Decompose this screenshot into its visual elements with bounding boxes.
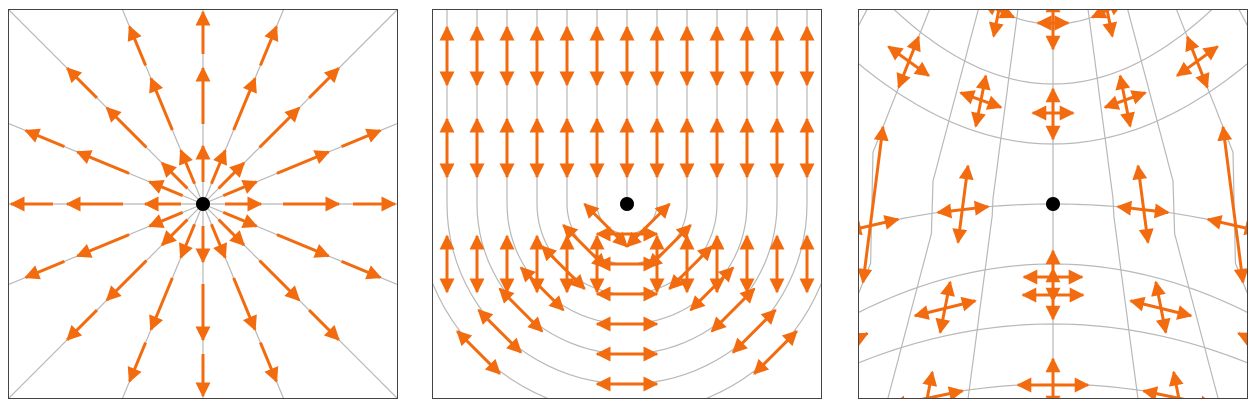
- panel-frame: [8, 9, 398, 399]
- radial-field-diagram: [8, 9, 398, 399]
- diagram-content: [8, 9, 398, 399]
- radial-arrow: [222, 180, 258, 197]
- cross-arrow-v: [988, 9, 1009, 38]
- grid-curve: [887, 9, 980, 399]
- cross-arrow-v: [858, 125, 889, 284]
- radial-arrow: [105, 106, 148, 149]
- diagram-content: [432, 9, 822, 399]
- radial-arrow: [232, 277, 257, 332]
- cross-arrow-v: [1097, 9, 1118, 38]
- grid-curve: [858, 323, 1248, 364]
- tangent-double-arrow: [753, 330, 798, 375]
- radial-arrow: [179, 149, 196, 185]
- grid-curve: [1087, 9, 1139, 399]
- curvilinear-grid-diagram: [858, 9, 1248, 399]
- cross-arrow-u: [858, 331, 869, 364]
- radial-arrow: [210, 149, 227, 185]
- cross-arrow-v: [1151, 280, 1171, 334]
- u-shaped-field-diagram: [432, 9, 822, 399]
- center-point: [196, 197, 210, 211]
- cross-arrow-v: [1185, 35, 1210, 89]
- cross-arrow-v: [971, 74, 991, 128]
- radial-arrow: [149, 76, 174, 131]
- grid-curve: [858, 9, 868, 28]
- radial-arrow: [105, 259, 148, 302]
- center-point: [1046, 197, 1060, 211]
- tangent-double-arrow: [562, 224, 607, 269]
- grid-curve: [1238, 9, 1248, 28]
- cross-arrow-v: [1168, 370, 1189, 399]
- field-curve: [432, 280, 822, 399]
- panel-frame: [432, 9, 822, 399]
- tangent-double-arrow: [689, 266, 735, 312]
- cross-arrow-u: [858, 215, 900, 236]
- grid-curve: [1126, 9, 1219, 399]
- cross-arrow-v: [935, 280, 955, 334]
- grid-curve: [892, 9, 1214, 85]
- radial-field-panel: [8, 9, 398, 399]
- radial-arrow: [148, 180, 184, 197]
- radial-arrow: [179, 223, 196, 259]
- radial-arrow: [259, 342, 279, 383]
- radial-arrow: [160, 161, 189, 190]
- grid-curve: [967, 9, 1019, 399]
- radial-arrow: [308, 309, 340, 341]
- tangent-double-arrow: [625, 202, 671, 248]
- radial-arrow: [276, 233, 331, 258]
- curvilinear-grid-panel: [858, 9, 1248, 399]
- radial-arrow: [24, 260, 65, 280]
- cross-arrow-v: [917, 370, 938, 399]
- radial-arrow: [308, 67, 340, 99]
- radial-arrow: [276, 150, 331, 175]
- radial-arrow: [259, 25, 279, 66]
- radial-arrow: [75, 150, 130, 175]
- tangent-double-arrow: [647, 224, 692, 269]
- cross-arrow-u: [1237, 331, 1248, 364]
- radial-arrow: [258, 259, 301, 302]
- radial-arrow: [127, 25, 147, 66]
- cross-arrow-v: [896, 35, 921, 89]
- tangent-double-arrow: [668, 245, 713, 290]
- tangent-double-arrow: [477, 309, 522, 354]
- grid-curve: [858, 62, 1248, 145]
- tangent-double-arrow: [498, 287, 544, 333]
- radial-arrow: [258, 106, 301, 149]
- radial-arrow: [66, 309, 98, 341]
- radial-arrow: [232, 76, 257, 131]
- tangent-double-arrow: [456, 330, 501, 375]
- cross-arrow-u: [1206, 215, 1248, 236]
- radial-arrow: [127, 342, 147, 383]
- radial-arrow: [148, 211, 184, 228]
- tangent-double-arrow: [541, 245, 586, 290]
- cross-arrow-v: [1115, 74, 1135, 128]
- cross-arrow-v: [1217, 125, 1248, 284]
- tangent-double-arrow: [583, 202, 629, 248]
- tangent-double-arrow: [732, 309, 777, 354]
- tangent-double-arrow: [710, 287, 756, 333]
- radial-arrow: [341, 260, 382, 280]
- u-shaped-field-panel: [432, 9, 822, 399]
- radial-arrow: [341, 128, 382, 148]
- radial-arrow: [217, 218, 246, 247]
- cross-arrow-v: [952, 164, 974, 244]
- tangent-double-arrow: [519, 266, 565, 312]
- radial-arrow: [217, 161, 246, 190]
- radial-arrow: [75, 233, 130, 258]
- center-point: [620, 197, 634, 211]
- radial-arrow: [149, 277, 174, 332]
- radial-arrow: [24, 128, 65, 148]
- radial-arrow: [160, 218, 189, 247]
- radial-arrow: [222, 211, 258, 228]
- diagram-content: [858, 9, 1248, 399]
- panel-frame: [858, 9, 1248, 399]
- radial-arrow: [66, 67, 98, 99]
- radial-arrow: [210, 223, 227, 259]
- cross-arrow-v: [1132, 164, 1154, 244]
